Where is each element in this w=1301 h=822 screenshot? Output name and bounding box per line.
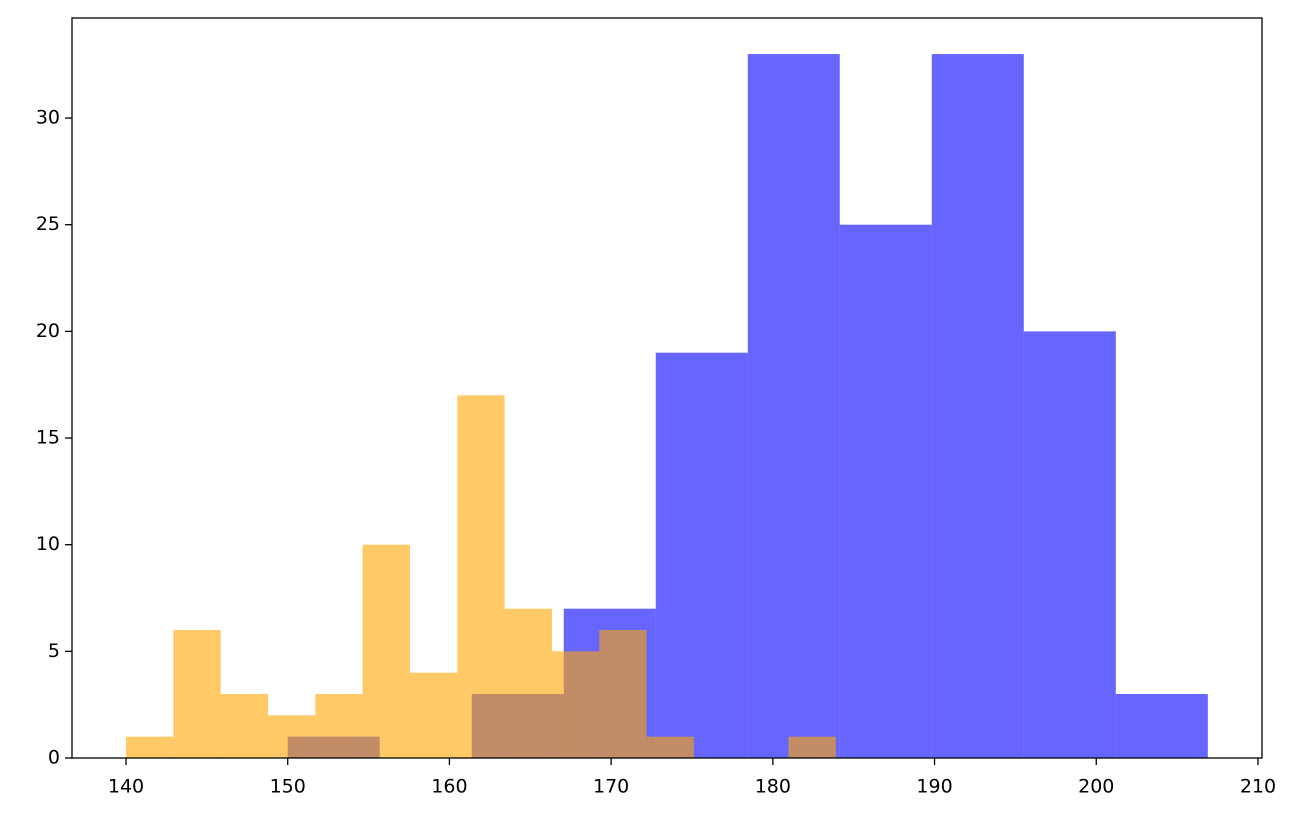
histogram-bar xyxy=(646,736,694,758)
histogram-bar xyxy=(504,608,552,758)
histogram-bar xyxy=(315,694,363,758)
x-tick-label: 140 xyxy=(108,776,144,798)
histogram-bar xyxy=(1023,331,1116,758)
y-tick-label: 30 xyxy=(36,107,60,129)
plot-frame xyxy=(71,17,1263,759)
histogram-bar xyxy=(747,54,840,759)
x-tick-label: 210 xyxy=(1240,776,1276,798)
x-tick-label: 200 xyxy=(1078,776,1114,798)
x-tick-label: 190 xyxy=(916,776,952,798)
histogram-bar xyxy=(931,54,1024,759)
x-tick-label: 170 xyxy=(593,776,629,798)
y-tick-label: 15 xyxy=(36,427,60,449)
y-tick-label: 10 xyxy=(36,533,60,555)
histogram-bar xyxy=(267,715,316,758)
x-tick-label: 160 xyxy=(431,776,467,798)
y-tick-label: 5 xyxy=(48,640,60,662)
histogram-bar xyxy=(839,224,932,759)
y-tick-label: 20 xyxy=(36,320,60,342)
y-tick-label: 0 xyxy=(48,747,60,769)
histogram-bar xyxy=(599,630,647,758)
x-tick-label: 180 xyxy=(755,776,791,798)
histogram-bar xyxy=(1115,694,1208,758)
histogram-bar xyxy=(655,352,748,758)
y-tick-label: 25 xyxy=(36,213,60,235)
x-tick-label: 150 xyxy=(270,776,306,798)
histogram-bar xyxy=(173,630,221,758)
histogram-bar xyxy=(457,395,505,758)
histogram-bar xyxy=(220,694,268,758)
histogram-bar xyxy=(551,651,600,758)
histogram-bar xyxy=(126,736,174,758)
histogram-bar xyxy=(788,736,836,758)
histogram-bar xyxy=(362,544,410,758)
histogram-bar xyxy=(409,672,458,758)
